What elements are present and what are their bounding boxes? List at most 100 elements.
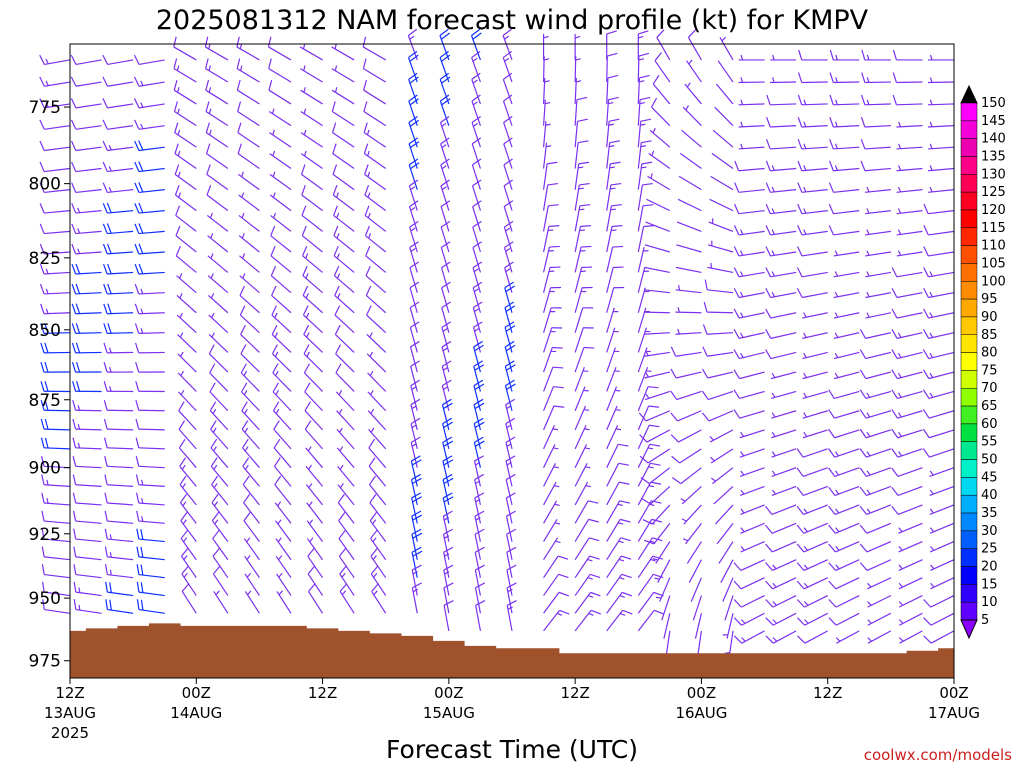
wind-barb-flag [670,368,677,379]
wind-barb-staff [543,425,555,450]
wind-barb-staff [770,103,797,106]
wind-barb-staff [686,541,702,564]
wind-barb-flag [473,360,484,367]
x-tick-date: 13AUG [44,704,96,722]
wind-barb [681,504,702,525]
wind-barb-flag [923,635,932,644]
wind-barb [543,405,565,431]
wind-barb-staff [273,428,292,450]
wind-barb [828,225,860,236]
wind-barb [103,381,134,393]
wind-barb-staff [369,484,387,506]
wind-barb [364,225,387,253]
wind-barb-half-flag [443,517,450,521]
wind-barb-staff [833,312,860,319]
wind-barb-half-flag [246,572,252,578]
wind-barb [303,324,323,353]
wind-barb [471,158,482,190]
wind-barb [797,182,828,193]
wind-barb [211,475,229,506]
wind-barb-staff [331,111,355,127]
wind-barb-flag [859,505,868,515]
wind-barb [733,630,765,644]
wind-barb-flag [442,455,453,462]
wind-barb-staff [803,504,828,516]
wind-barb-flag [471,50,481,59]
wind-barb-flag [75,323,81,334]
wind-barb [205,143,229,170]
wind-barb [242,438,260,469]
wind-barb [505,510,516,542]
wind-barb-half-flag [504,35,510,40]
wind-barb-staff [271,314,292,334]
wind-barb-flag [72,492,77,504]
wind-barb [891,504,923,516]
wind-barb-half-flag [370,408,375,414]
wind-barb-flag [236,58,241,69]
wind-barb-half-flag [372,555,377,560]
wind-barb [922,428,955,439]
wind-barb [300,87,323,105]
wind-barb-flag [209,382,216,393]
wind-barb [670,410,702,422]
wind-barb-flag [106,202,112,213]
wind-barb [363,101,387,127]
wind-barb [362,36,387,61]
wind-barb [865,291,891,299]
wind-barb [867,577,892,590]
wind-barb-staff [606,56,608,83]
wind-barb-staff [502,100,513,126]
colorbar-cell [960,494,978,514]
wind-barb-staff [928,167,955,172]
wind-barb-flag [472,32,482,40]
wind-barb-staff [174,173,197,191]
wind-barb-flag [797,138,803,150]
wind-barb [41,581,71,597]
wind-barb [331,43,355,61]
wind-barb-half-flag [929,143,933,149]
wind-barb-half-flag [208,108,212,114]
wind-barb-staff [138,292,165,295]
wind-barb [275,519,292,542]
wind-barb-staff [364,214,387,232]
wind-barb-staff [75,591,102,597]
wind-barb-flag [338,547,347,557]
wind-barb-staff [929,541,955,553]
wind-barb-flag [71,203,77,214]
wind-barb-flag [174,143,179,154]
wind-barb [471,72,481,105]
wind-barb-flag [733,329,740,339]
wind-barb-flag [733,562,742,571]
wind-barb [891,369,923,380]
wind-barb-flag [474,455,484,462]
colorbar-label: 120 [981,203,1006,218]
wind-barb-staff [364,153,387,170]
wind-barb-staff [439,122,450,148]
wind-barb-half-flag [929,392,934,398]
wind-barb-half-flag [645,350,649,356]
wind-barb [271,324,292,353]
wind-barb-half-flag [472,79,478,84]
wind-barb-staff [543,537,559,561]
wind-barb [71,223,102,235]
wind-barb-half-flag [411,386,417,390]
wind-barb-half-flag [367,192,371,198]
wind-barb-half-flag [897,392,902,398]
wind-barb-half-flag [803,99,807,105]
wind-barb [896,186,923,193]
wind-barb-staff [802,332,828,339]
wind-barb-half-flag [366,129,370,136]
wind-barb-half-flag [647,447,654,450]
wind-barb-half-flag [771,291,776,298]
wind-barb-flag [410,321,420,328]
wind-barb-half-flag [677,328,681,335]
wind-barb-staff [740,559,765,572]
wind-barb-staff [410,442,418,468]
wind-barb-flag [891,505,899,515]
wind-barb-flag [241,401,248,412]
wind-barb-staff [107,591,134,597]
wind-barb-flag [506,383,516,390]
wind-barb [505,436,516,468]
wind-barb-staff [367,410,387,431]
wind-barb-staff [332,153,355,170]
